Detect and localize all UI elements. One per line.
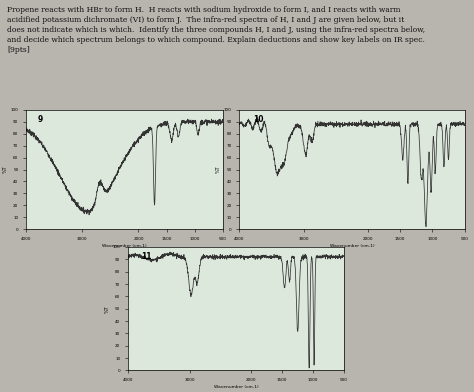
Y-axis label: %T: %T [105, 305, 110, 312]
Y-axis label: %T: %T [3, 166, 8, 173]
Text: 9: 9 [38, 115, 43, 124]
X-axis label: Wavenumber (cm-1): Wavenumber (cm-1) [213, 385, 258, 389]
Y-axis label: %T: %T [216, 166, 221, 173]
X-axis label: Wavenumber (cm-1): Wavenumber (cm-1) [329, 244, 374, 248]
X-axis label: Wavenumber (cm-1): Wavenumber (cm-1) [102, 244, 147, 248]
Text: Propene reacts with HBr to form H.  H reacts with sodium hydroxide to form I, an: Propene reacts with HBr to form H. H rea… [7, 6, 425, 54]
Text: 10: 10 [253, 115, 264, 124]
Text: 11: 11 [141, 252, 151, 261]
